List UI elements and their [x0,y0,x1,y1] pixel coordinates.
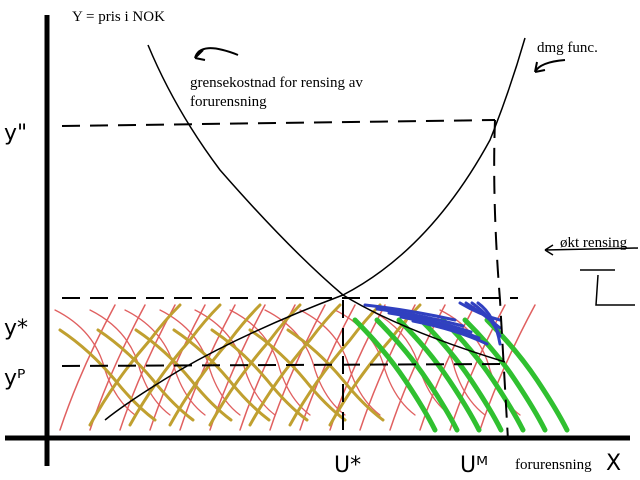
hatch-stroke [248,328,347,422]
hatch-stroke [352,317,438,433]
hatch-stroke [124,309,206,416]
hatch-stroke [288,303,382,427]
pointer-arrow [534,59,566,73]
hatch-stroke [286,328,385,422]
hatch-stroke [399,315,481,340]
hatch-stroke [476,301,502,346]
sketch-mark [580,269,635,306]
hatch-stroke [159,309,241,416]
y-axis-label: Y = pris i NOK [72,9,165,25]
marginal-cost-curve [147,44,506,363]
y-level-label: y* [4,316,28,341]
hatch-stroke [462,317,548,433]
curve-label: grensekostnad for rensing av [190,75,363,91]
x-level-label: Uᴹ [460,453,488,478]
hatch-stroke [59,304,116,431]
pointer-arrow [194,47,239,61]
guide-line [61,363,506,367]
hatch-stroke [375,307,465,328]
hatch-stroke [418,317,504,433]
x-axis-label: forurensning [515,457,592,473]
y-level-label: y" [4,121,27,146]
hatch-stroke [89,309,171,416]
hatch-stroke [88,303,182,427]
hatch-stroke [54,309,136,416]
y-level-label: yᴾ [4,366,25,391]
hatch-stroke [179,304,236,431]
hatch-stroke [58,328,157,422]
hatch-stroke [411,319,489,346]
annotation: økt rensing [560,235,628,251]
hatch-stroke [248,303,342,427]
hatch-stroke [396,317,482,433]
hatch-stroke [299,309,381,416]
hatch-stroke [464,301,502,330]
curve-label: dmg func. [537,40,598,56]
hatch-stroke [363,303,457,322]
hatch-stroke [168,303,262,427]
hatch-stroke [440,317,526,433]
hatch-stroke [149,304,206,431]
hatch-stroke [374,317,460,433]
hatch-stroke [387,311,473,334]
hatch-stroke [484,317,570,433]
pointer-arrow [544,244,639,256]
curve-label: forurensning [190,94,267,110]
hatch-stroke [479,304,536,431]
damage-curve [104,37,526,421]
guide-line [493,119,509,441]
guide-line [61,119,496,127]
hatch-stroke [128,303,222,427]
x-level-label: U* [334,453,361,478]
hatch-stroke [229,309,311,416]
x-axis-symbol: X [606,451,621,476]
